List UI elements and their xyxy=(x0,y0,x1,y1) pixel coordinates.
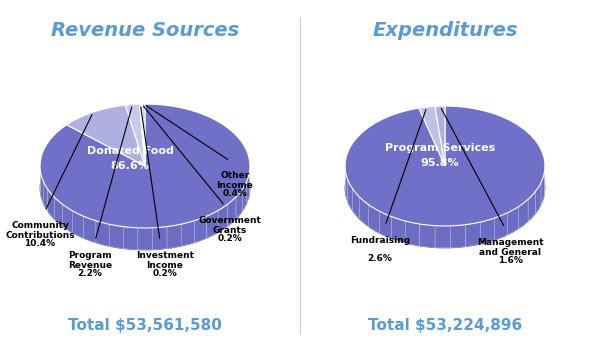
Text: Total $53,561,580: Total $53,561,580 xyxy=(68,318,222,333)
Polygon shape xyxy=(72,211,83,238)
Polygon shape xyxy=(247,172,249,203)
Polygon shape xyxy=(195,216,207,243)
Polygon shape xyxy=(218,204,228,232)
Polygon shape xyxy=(43,181,48,211)
Text: Investment
Income: Investment Income xyxy=(136,251,194,270)
Text: Management
and General: Management and General xyxy=(477,238,543,257)
Polygon shape xyxy=(141,104,145,166)
Polygon shape xyxy=(359,197,368,227)
Polygon shape xyxy=(228,197,236,226)
Text: Community
Contributions: Community Contributions xyxy=(5,221,75,240)
Polygon shape xyxy=(243,181,247,211)
Polygon shape xyxy=(83,216,96,243)
Polygon shape xyxy=(406,221,420,246)
Polygon shape xyxy=(153,227,167,250)
Text: Program
Revenue: Program Revenue xyxy=(68,251,112,270)
Text: 0.2%: 0.2% xyxy=(217,234,243,243)
Polygon shape xyxy=(181,221,195,246)
Text: 86.6%: 86.6% xyxy=(111,161,149,171)
Text: Donated Food: Donated Food xyxy=(87,146,174,156)
Polygon shape xyxy=(544,164,545,196)
Polygon shape xyxy=(420,224,435,248)
Polygon shape xyxy=(96,221,110,246)
Ellipse shape xyxy=(40,126,250,250)
Text: 95.8%: 95.8% xyxy=(420,158,459,168)
Polygon shape xyxy=(48,190,55,219)
Polygon shape xyxy=(495,213,507,240)
Polygon shape xyxy=(519,199,528,229)
Text: Revenue Sources: Revenue Sources xyxy=(51,21,239,40)
Polygon shape xyxy=(450,225,466,248)
Polygon shape xyxy=(466,222,480,247)
Polygon shape xyxy=(392,217,406,243)
Polygon shape xyxy=(110,224,123,249)
Polygon shape xyxy=(536,183,541,213)
Text: 2.6%: 2.6% xyxy=(368,254,392,263)
Text: Total $53,224,896: Total $53,224,896 xyxy=(368,318,522,333)
Text: Fundraising: Fundraising xyxy=(350,236,410,245)
Polygon shape xyxy=(435,106,445,166)
Polygon shape xyxy=(138,228,153,250)
Polygon shape xyxy=(480,218,495,244)
Polygon shape xyxy=(507,207,519,235)
Text: 2.2%: 2.2% xyxy=(77,269,102,278)
Polygon shape xyxy=(123,227,138,250)
Polygon shape xyxy=(435,226,450,248)
Polygon shape xyxy=(379,211,392,239)
Polygon shape xyxy=(353,189,359,219)
Polygon shape xyxy=(345,106,545,226)
Polygon shape xyxy=(419,106,445,166)
Polygon shape xyxy=(55,197,62,226)
Ellipse shape xyxy=(345,128,545,248)
Text: 1.6%: 1.6% xyxy=(498,256,522,265)
Polygon shape xyxy=(143,104,145,166)
Text: Government
Grants: Government Grants xyxy=(198,216,261,236)
Polygon shape xyxy=(66,105,145,166)
Polygon shape xyxy=(236,189,243,219)
Polygon shape xyxy=(62,204,72,233)
Polygon shape xyxy=(541,174,544,205)
Text: Expenditures: Expenditures xyxy=(372,21,518,40)
Polygon shape xyxy=(368,205,379,233)
Polygon shape xyxy=(167,224,181,249)
Text: 0.2%: 0.2% xyxy=(153,269,177,278)
Text: 0.4%: 0.4% xyxy=(223,189,247,198)
Polygon shape xyxy=(207,211,218,238)
Polygon shape xyxy=(528,191,536,221)
Text: 10.4%: 10.4% xyxy=(25,239,56,248)
Text: Program Services: Program Services xyxy=(385,143,495,153)
Polygon shape xyxy=(41,173,43,203)
Polygon shape xyxy=(346,171,348,202)
Text: Other
Income: Other Income xyxy=(217,171,253,190)
Polygon shape xyxy=(125,104,145,166)
Polygon shape xyxy=(140,104,145,166)
Polygon shape xyxy=(40,104,250,228)
Polygon shape xyxy=(348,180,353,211)
